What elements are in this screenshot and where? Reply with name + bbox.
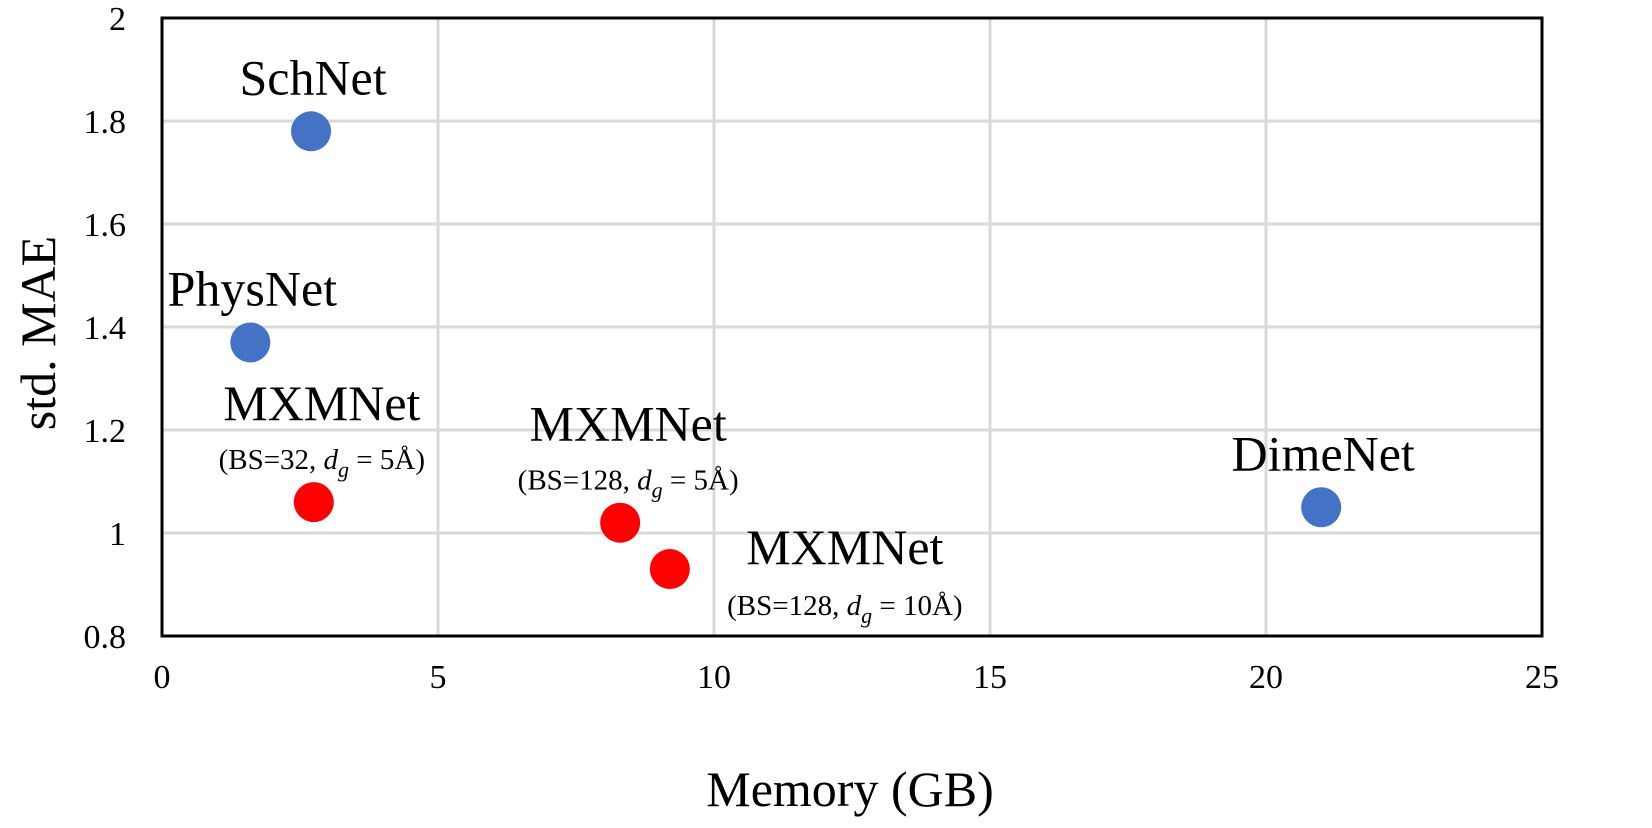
x-tick-label: 5 — [430, 659, 447, 696]
config-subscript: g — [338, 457, 349, 482]
plot-frame — [160, 16, 1544, 638]
config-subscript: g — [652, 478, 663, 503]
config-variable: d — [637, 465, 652, 497]
data-point — [1301, 487, 1342, 528]
config-suffix: = 10Å) — [872, 590, 962, 622]
x-tick-label: 25 — [1525, 659, 1559, 696]
y-tick-label: 1.4 — [84, 310, 127, 347]
point-name-label: MXMNet — [746, 519, 943, 575]
y-tick-label: 1.2 — [84, 413, 127, 450]
point-name-label: MXMNet — [223, 375, 420, 431]
x-tick-label: 15 — [973, 659, 1007, 696]
config-suffix: = 5Å) — [663, 465, 739, 497]
x-tick-label: 10 — [697, 659, 731, 696]
config-variable: d — [324, 444, 339, 476]
config-prefix: (BS=128, — [518, 465, 637, 497]
point-config-label: (BS=32, dg = 5Å) — [219, 444, 425, 482]
point-name-label: PhysNet — [168, 260, 338, 316]
data-points — [230, 111, 1342, 590]
grid-layer — [162, 18, 1542, 636]
point-name-label: SchNet — [239, 49, 386, 105]
data-point — [600, 502, 641, 543]
point-config-label: (BS=128, dg = 10Å) — [727, 590, 962, 628]
x-axis-title: Memory (GB) — [706, 761, 993, 817]
point-name-label: MXMNet — [530, 396, 727, 452]
config-prefix: (BS=128, — [727, 590, 846, 622]
config-variable: d — [847, 590, 862, 622]
y-tick-label: 2 — [109, 1, 126, 38]
tick-labels: 0 5 10 15 20 25 0.8 1 1.2 1.4 1.6 1.8 2 — [84, 1, 1560, 696]
config-prefix: (BS=32, — [219, 444, 324, 476]
point-name-label: DimeNet — [1232, 425, 1415, 481]
data-point — [649, 549, 690, 590]
y-tick-label: 1.8 — [84, 104, 127, 141]
y-tick-label: 1.6 — [84, 207, 127, 244]
data-point — [230, 322, 271, 363]
x-tick-label: 20 — [1249, 659, 1283, 696]
y-tick-label: 1 — [109, 516, 126, 553]
config-suffix: = 5Å) — [349, 444, 425, 476]
data-point — [293, 482, 334, 523]
y-tick-label: 0.8 — [84, 619, 127, 656]
x-tick-label: 0 — [154, 659, 171, 696]
data-point — [291, 111, 332, 152]
plot-border — [160, 16, 1544, 638]
config-subscript: g — [861, 603, 872, 628]
point-config-label: (BS=128, dg = 5Å) — [518, 465, 739, 503]
y-axis-title: std. MAE — [10, 236, 66, 430]
